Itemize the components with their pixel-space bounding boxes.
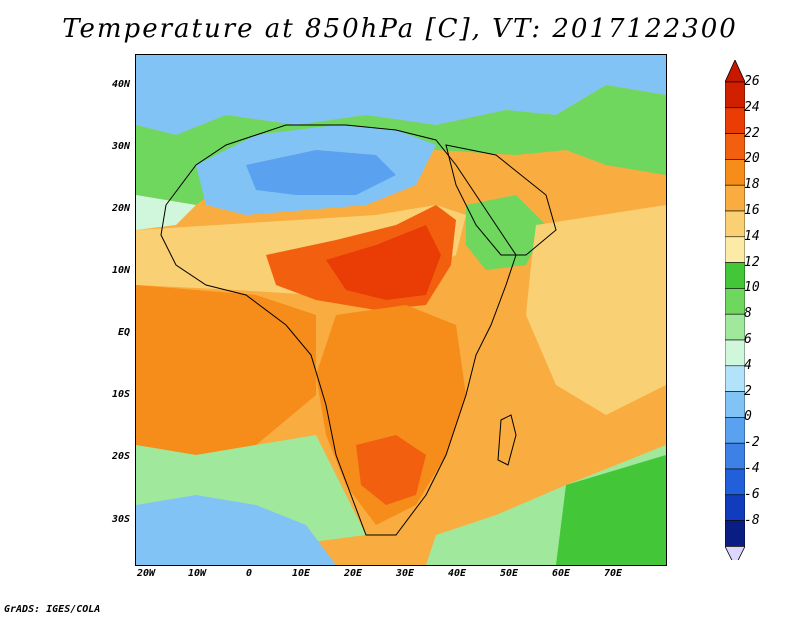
colorbar-segment: [725, 391, 745, 418]
colorbar-segment: [725, 494, 745, 521]
lon-label: 30E: [395, 568, 415, 579]
atlantic-cool-band: [136, 195, 196, 230]
sahara-blue-core: [246, 150, 396, 195]
chart-title: Temperature at 850hPa [C], VT: 201712230…: [62, 14, 738, 44]
lat-label: 10N: [111, 265, 130, 276]
colorbar-segment: [725, 442, 745, 470]
colorbar-label: 20: [744, 151, 760, 167]
colorbar-segment: [725, 81, 745, 109]
colorbar-segment: [725, 288, 745, 315]
colorbar-label: 4: [744, 357, 752, 373]
colorbar-label: -6: [744, 486, 760, 502]
colorbar-segment: [725, 520, 745, 547]
colorbar-segment: [725, 262, 745, 289]
arabia-outline: [445, 144, 557, 256]
colorbar-segment: [725, 313, 745, 341]
south-atlantic-warm: [136, 285, 316, 455]
lon-label: 60E: [551, 568, 571, 579]
colorbar-label: 14: [744, 228, 760, 244]
lat-label: EQ: [117, 327, 130, 338]
lon-label: 10W: [187, 568, 207, 579]
colorbar-label: 16: [744, 203, 760, 218]
lat-label: 40N: [111, 79, 130, 90]
south-africa-warm: [316, 305, 466, 525]
lon-label: 70E: [603, 568, 623, 579]
colorbar-segment: [725, 107, 745, 134]
colorbar-segment: [725, 417, 745, 444]
southern-ocean-blue: [136, 495, 336, 565]
colorbar-label: -8: [744, 512, 760, 528]
madagascar-outline: [497, 414, 517, 466]
colorbar-label: 6: [744, 332, 752, 347]
lon-label: 20E: [343, 568, 363, 579]
credit-text: GrADS: IGES/COLA: [4, 604, 101, 615]
south-indian-green: [556, 455, 666, 565]
colorbar-segment: [725, 184, 745, 212]
lat-label: 20N: [111, 203, 130, 214]
colorbar-label: 18: [744, 177, 760, 193]
temperature-map: [135, 54, 667, 566]
lon-label: 40E: [447, 568, 467, 579]
sahel-hottest-core: [326, 225, 441, 300]
colorbar: [725, 60, 745, 560]
colorbar-max-arrow: [725, 60, 745, 83]
colorbar-label: 8: [744, 306, 752, 322]
indian-ocean-warm: [526, 205, 666, 415]
colorbar-segment: [725, 468, 745, 496]
colorbar-label: 22: [744, 125, 760, 141]
cold-north-region: [136, 55, 666, 135]
lat-label: 30S: [111, 514, 130, 525]
colorbar-segment: [725, 210, 745, 238]
colorbar-label: 24: [744, 99, 760, 115]
lon-label: 0: [245, 568, 253, 579]
colorbar-segment: [725, 159, 745, 186]
lat-label: 10S: [111, 389, 130, 400]
south-africa-hot: [356, 435, 426, 505]
colorbar-label: 26: [744, 74, 760, 89]
colorbar-label: -4: [744, 461, 760, 476]
colorbar-segment: [725, 133, 745, 160]
colorbar-segment: [725, 365, 745, 392]
colorbar-segment: [725, 339, 745, 367]
lat-label: 20S: [111, 451, 130, 462]
colorbar-label: 10: [744, 280, 760, 296]
africa-coastline: [160, 124, 517, 536]
colorbar-label: -2: [744, 435, 760, 451]
lon-label: 20W: [136, 568, 156, 579]
lon-label: 10E: [291, 568, 311, 579]
colorbar-segment: [725, 236, 745, 263]
colorbar-label: 12: [744, 254, 760, 270]
lon-label: 50E: [499, 568, 519, 579]
arabia-cool-region: [466, 195, 546, 270]
colorbar-label: 0: [744, 409, 752, 425]
lat-label: 30N: [111, 141, 130, 152]
colorbar-min-arrow: [725, 546, 745, 560]
colorbar-label: 2: [744, 383, 752, 399]
